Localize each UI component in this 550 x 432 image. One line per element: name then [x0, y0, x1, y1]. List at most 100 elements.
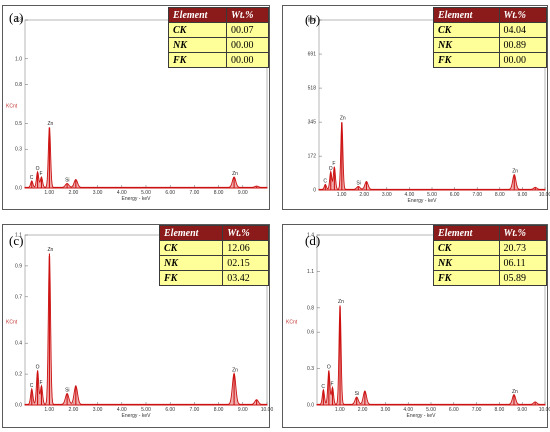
x-tick-label: 1.00	[44, 190, 54, 196]
table-cell-wt: 06.11	[498, 255, 547, 271]
x-tick-label: 2.00	[359, 192, 369, 198]
y-tick-label: 1.1	[307, 269, 314, 275]
y-tick-label: 0	[313, 188, 316, 194]
x-tick-label: 3.00	[93, 407, 103, 413]
y-tick-label: 0.0	[15, 403, 22, 409]
table-cell-element: NK	[433, 255, 500, 271]
composition-table-d: Element Wt.% CK 20.73 NK 06.11 FK 05.89	[433, 225, 547, 286]
panel-label-b: (b)	[305, 12, 321, 27]
eds-panel-c: 0.0 0.2 0.4 0.7 0.9 1.1 1.00 2.00 3.00 4.00 5.00 6.…	[2, 224, 274, 428]
panel-label-d: (d)	[305, 233, 321, 248]
x-axis-label: Energy - keV	[122, 413, 152, 419]
table-cell-wt: 03.42	[222, 270, 269, 286]
x-tick-label: 4.00	[117, 190, 127, 196]
y-tick-label: 0.0	[15, 186, 22, 192]
table-header-element: Element	[433, 7, 500, 23]
y-tick-label: 691	[308, 52, 317, 58]
peak-label: Zn	[338, 299, 344, 305]
peak-label: F	[39, 171, 42, 177]
composition-table-b: Element Wt.% CK 04.04 NK 00.89 FK 00.00	[433, 7, 547, 68]
peak-label: O	[327, 365, 331, 371]
y-tick-label: 0.5	[15, 121, 22, 127]
x-tick-label: 5.00	[427, 192, 437, 198]
table-cell-element: FK	[158, 270, 224, 286]
table-cell-element: CK	[433, 240, 500, 256]
x-tick-label: 6.00	[450, 192, 460, 198]
eds-panel-d: 0.0 0.3 0.6 0.8 1.1 1.4 1.00 2.00 3.00 4.00 5.00 6.…	[282, 224, 550, 428]
peak-label: C	[323, 179, 327, 185]
x-tick-label: 6.00	[449, 407, 459, 413]
y-tick-label: 1.0	[15, 56, 22, 62]
x-tick-label: 4.00	[117, 407, 127, 413]
spectrum-chart-b: 0 172 345 518 691 864 1.00 2.00 3.00 4.00 5.00 6.00…	[308, 18, 550, 205]
table-header-wt: Wt.%	[498, 225, 547, 241]
table-cell-element: FK	[433, 52, 500, 68]
y-tick-label: 0.9	[15, 263, 22, 269]
table-cell-wt: 20.73	[498, 240, 547, 256]
y-axis-label: KCnt	[286, 319, 298, 325]
table-header-wt: Wt.%	[225, 7, 270, 23]
spectrum-series	[24, 127, 268, 189]
table-cell-element: CK	[158, 240, 224, 256]
table-cell-element: NK	[433, 37, 500, 53]
table-cell-wt: 00.89	[498, 37, 547, 53]
peak-label: Si	[356, 181, 360, 187]
table-cell-wt: 12.06	[222, 240, 269, 256]
y-tick-label: 0.8	[15, 82, 22, 88]
x-tick-label: 8.00	[214, 407, 224, 413]
x-tick-label: 6.00	[165, 407, 175, 413]
x-tick-label: 7.00	[472, 407, 482, 413]
peak-label: Si	[65, 178, 69, 184]
peak-label: Zn	[232, 171, 238, 177]
x-tick-label: 4.00	[403, 407, 413, 413]
x-tick-label: 8.00	[214, 190, 224, 196]
peak-label: C	[30, 383, 34, 389]
table-cell-element: NK	[168, 37, 227, 53]
x-tick-label: 2.00	[69, 190, 79, 196]
peak-label: O	[329, 166, 333, 172]
x-tick-label: 8.00	[495, 407, 505, 413]
table-cell-element: NK	[158, 255, 224, 271]
x-tick-label: 10.00	[539, 192, 550, 198]
table-cell-wt: 00.07	[225, 22, 270, 38]
composition-table-a: Element Wt.% CK 00.07 NK 00.00 FK 00.00	[168, 7, 270, 68]
spectrum-chart-d: 0.0 0.3 0.6 0.8 1.1 1.4 1.00 2.00 3.00 4.00 5.00 6.…	[286, 233, 550, 420]
x-tick-label: 5.00	[141, 190, 151, 196]
x-axis-label: Energy - keV	[122, 196, 152, 202]
peak-label: Zn	[512, 169, 518, 175]
y-tick-label: 0.2	[15, 372, 22, 378]
x-tick-label: 1.00	[335, 407, 345, 413]
x-tick-label: 7.00	[472, 192, 482, 198]
spectrum-chart-c: 0.0 0.2 0.4 0.7 0.9 1.1 1.00 2.00 3.00 4.00 5.00 6.…	[6, 233, 274, 420]
peak-label: Zn	[47, 247, 53, 253]
x-tick-label: 2.00	[69, 407, 79, 413]
x-tick-label: 5.00	[426, 407, 436, 413]
spectrum-series	[316, 306, 546, 406]
panel-label-c: (c)	[9, 233, 24, 248]
table-cell-element: CK	[433, 22, 500, 38]
x-tick-label: 10.00	[261, 407, 274, 413]
peak-label: Zn	[340, 116, 346, 122]
spectrum-series	[318, 122, 546, 191]
table-header-element: Element	[168, 7, 227, 23]
y-tick-label: 1.3	[15, 18, 22, 24]
peak-label: O	[36, 365, 40, 371]
peak-label: Zn	[232, 368, 238, 374]
table-cell-wt: 00.00	[225, 37, 270, 53]
table-cell-element: FK	[433, 270, 500, 286]
table-cell-wt: 05.89	[498, 270, 547, 286]
x-tick-label: 9.00	[238, 190, 248, 196]
table-cell-wt: 00.00	[225, 52, 270, 68]
eds-panel-b: 0 172 345 518 691 864 1.00 2.00 3.00 4.00 5.00 6.00…	[282, 5, 550, 210]
y-tick-label: 0.7	[15, 294, 22, 300]
peak-label: C	[321, 384, 325, 390]
y-tick-label: 172	[308, 154, 317, 160]
table-cell-wt: 00.00	[498, 52, 547, 68]
peak-label: Si	[65, 388, 69, 394]
peak-label: O	[36, 166, 40, 172]
x-tick-label: 7.00	[190, 407, 200, 413]
x-tick-label: 2.00	[358, 407, 368, 413]
table-cell-wt: 02.15	[222, 255, 269, 271]
x-tick-label: 7.00	[190, 190, 200, 196]
x-tick-label: 8.00	[495, 192, 505, 198]
